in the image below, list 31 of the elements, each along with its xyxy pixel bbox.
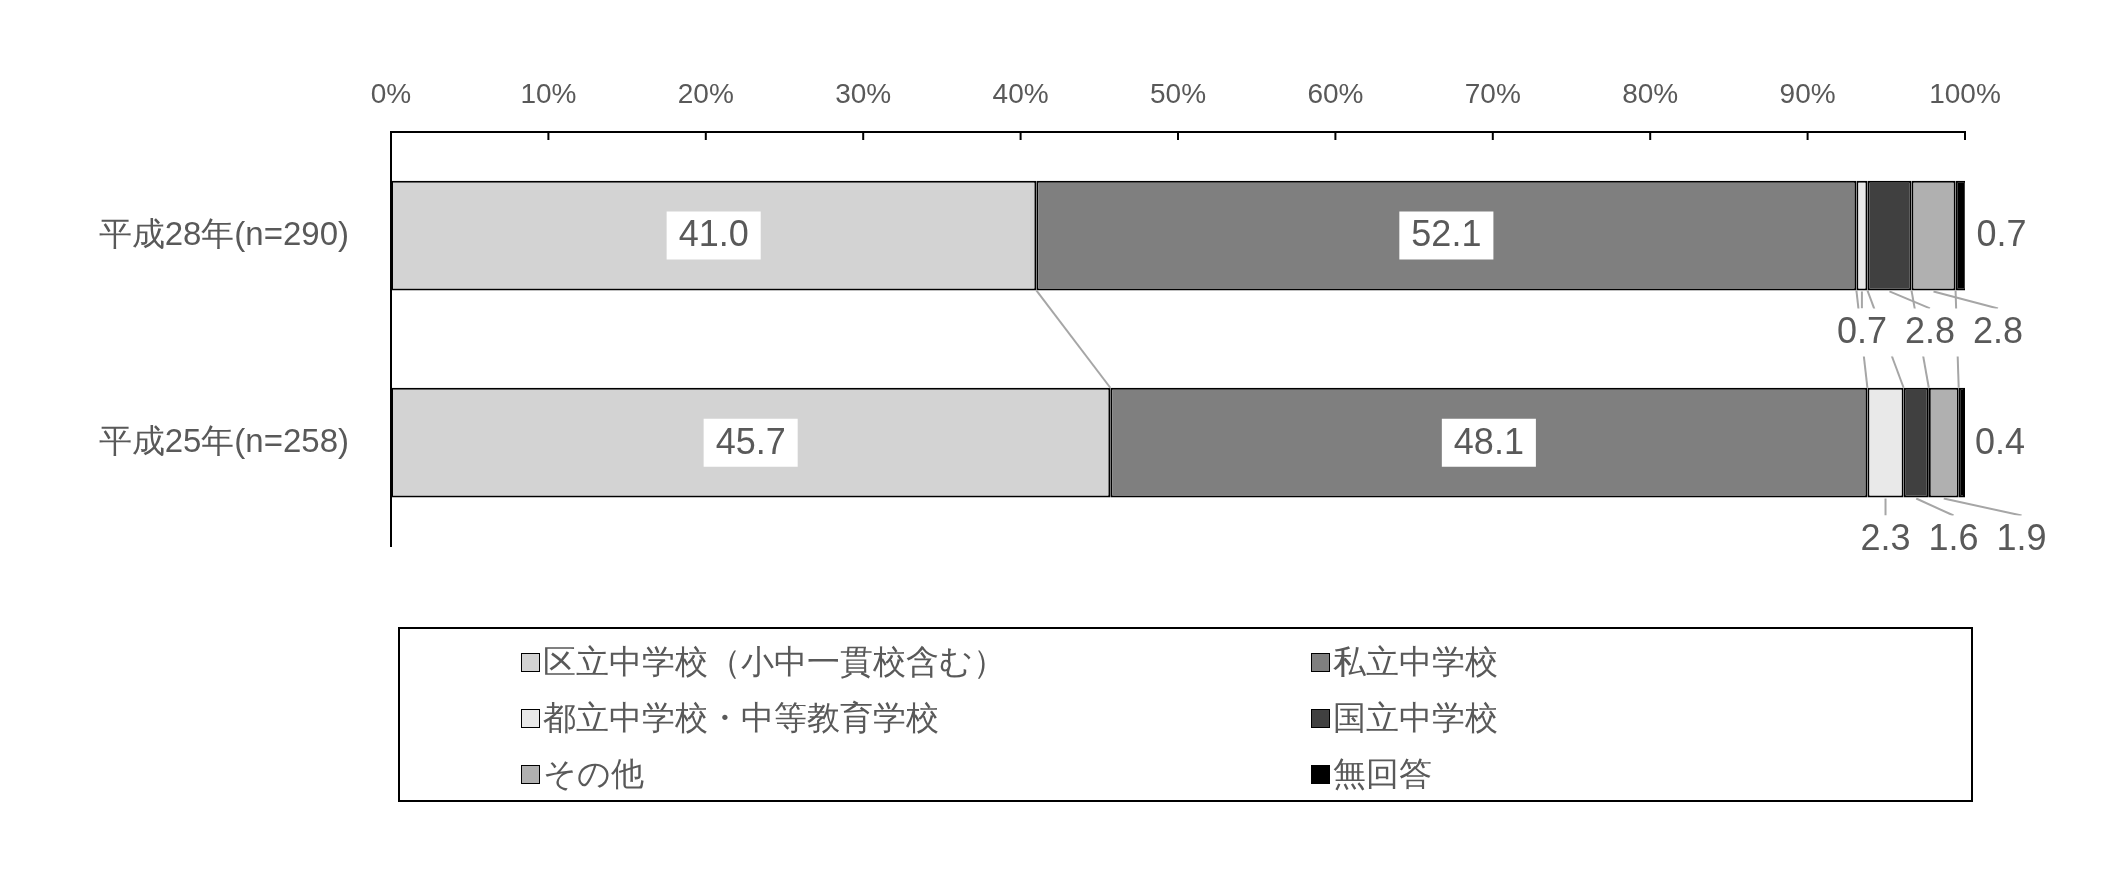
x-tick-label: 50% <box>1149 77 1207 109</box>
x-tick-label: 10% <box>520 77 577 109</box>
data-label: 1.6 <box>1928 517 1979 559</box>
data-label: 2.8 <box>1972 310 2024 352</box>
x-tick-label: 20% <box>677 77 734 109</box>
data-label: 0.4 <box>1975 420 2026 462</box>
data-label: 2.3 <box>1860 517 1911 559</box>
x-tick-label: 40% <box>992 77 1049 109</box>
legend-label: 都立中学校・中等教育学校 <box>543 697 939 738</box>
data-label: 52.1 <box>1411 213 1482 255</box>
y-tick-label: 平成28年(n=290) <box>98 214 349 252</box>
legend-label: 私立中学校 <box>1333 641 1498 682</box>
x-tick-label: 90% <box>1779 77 1836 109</box>
data-label: 1.9 <box>1996 517 2047 559</box>
data-label: 48.1 <box>1453 420 1524 462</box>
x-tick-label: 30% <box>835 77 892 109</box>
legend-label: 無回答 <box>1333 753 1432 794</box>
y-tick-label: 平成25年(n=258) <box>98 421 349 459</box>
legend-label: その他 <box>543 753 644 794</box>
data-label: 45.7 <box>715 420 786 462</box>
x-tick-label: 80% <box>1622 77 1679 109</box>
data-label: 0.7 <box>1976 213 2027 255</box>
x-tick-label: 0% <box>370 77 412 109</box>
data-label: 2.8 <box>1904 310 1955 352</box>
x-tick-label: 70% <box>1464 77 1521 109</box>
legend-label: 国立中学校 <box>1333 697 1498 738</box>
legend-label: 区立中学校（小中一貫校含む） <box>543 641 1006 682</box>
data-label: 0.7 <box>1836 310 1887 352</box>
x-tick-label: 60% <box>1307 77 1364 109</box>
x-tick-label: 100% <box>1929 77 2001 109</box>
data-label: 41.0 <box>678 213 749 255</box>
